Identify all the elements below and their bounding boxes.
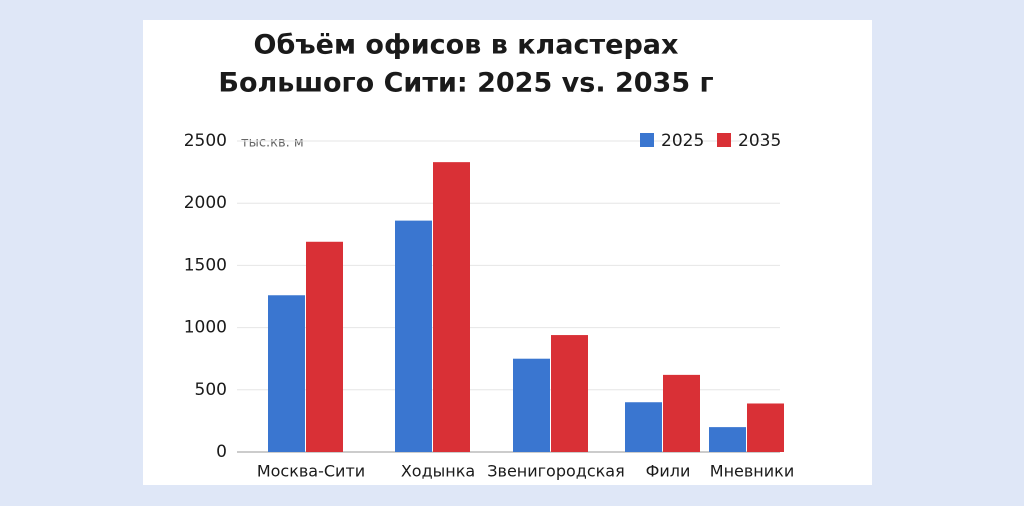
y-tick-label: 0 bbox=[216, 442, 227, 462]
y-tick-label: 500 bbox=[195, 380, 227, 400]
bar bbox=[433, 162, 470, 452]
bar bbox=[268, 295, 305, 452]
x-tick-label: Ходынка bbox=[401, 462, 475, 481]
x-tick-label: Фили bbox=[646, 462, 691, 481]
legend-label: 2035 bbox=[738, 131, 781, 151]
x-tick-label: Звенигородская bbox=[487, 462, 624, 481]
y-tick-label: 2500 bbox=[184, 131, 227, 151]
legend-swatch bbox=[640, 133, 654, 147]
bar bbox=[625, 402, 662, 452]
x-tick-label: Москва-Сити bbox=[257, 462, 365, 481]
y-tick-label: 1000 bbox=[184, 318, 227, 338]
bar bbox=[551, 335, 588, 452]
legend-label: 2025 bbox=[661, 131, 704, 151]
bar bbox=[663, 374, 700, 452]
x-tick-label: Мневники bbox=[710, 462, 794, 481]
bar bbox=[306, 241, 343, 452]
y-tick-label: 1500 bbox=[184, 255, 227, 275]
y-axis-unit: тыс.кв. м bbox=[241, 136, 304, 151]
bar bbox=[395, 220, 432, 452]
legend-swatch bbox=[717, 133, 731, 147]
bar bbox=[513, 358, 550, 452]
bar bbox=[709, 427, 746, 452]
bar bbox=[747, 403, 784, 452]
y-tick-label: 2000 bbox=[184, 193, 227, 213]
chart-title: Объём офисов в кластерах bbox=[254, 30, 679, 61]
chart-title: Большого Сити: 2025 vs. 2035 г bbox=[218, 68, 713, 99]
